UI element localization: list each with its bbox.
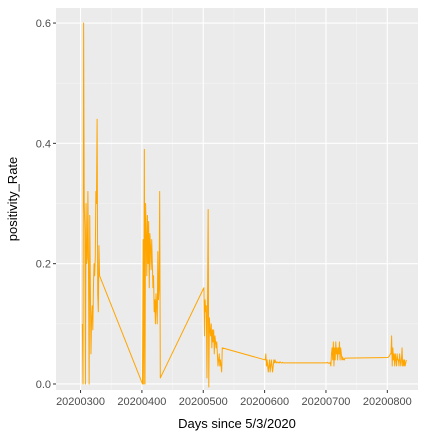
positivity-rate-line: [81, 22, 407, 388]
y-tick-label: 0.2: [36, 259, 51, 271]
plot-panel: [56, 8, 418, 390]
x-tick-label: 20200700: [301, 396, 350, 408]
x-tick-label: 20200800: [363, 396, 412, 408]
x-tick-label: 20200600: [240, 396, 289, 408]
y-axis-ticks: 0.0 0.2 0.4 0.6: [36, 18, 56, 391]
x-axis-title: Days since 5/3/2020: [178, 416, 296, 431]
x-tick-label: 20200500: [179, 396, 228, 408]
x-tick-label: 20200300: [56, 396, 105, 408]
minor-gridlines: [56, 8, 418, 390]
x-axis-ticks: 20200300 20200400 20200500 20200600 20200700…: [56, 390, 412, 408]
y-tick-label: 0.6: [36, 18, 51, 30]
y-axis-title: positivity_Rate: [5, 157, 20, 242]
y-tick-label: 0.0: [36, 379, 51, 391]
x-tick-label: 20200400: [117, 396, 166, 408]
major-gridlines: [56, 8, 418, 390]
y-tick-label: 0.4: [36, 138, 51, 150]
